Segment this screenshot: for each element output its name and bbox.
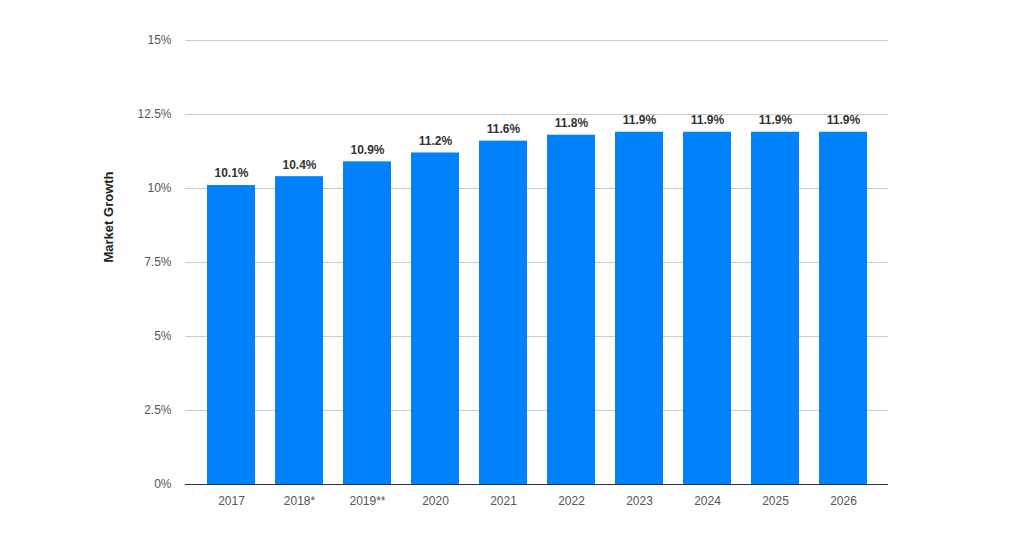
svg-text:12.5%: 12.5% bbox=[137, 107, 171, 121]
svg-text:2024: 2024 bbox=[694, 494, 721, 508]
svg-text:15%: 15% bbox=[147, 33, 171, 47]
svg-text:2017: 2017 bbox=[218, 494, 245, 508]
svg-text:2025: 2025 bbox=[762, 494, 789, 508]
svg-text:11.2%: 11.2% bbox=[419, 134, 453, 148]
svg-text:5%: 5% bbox=[154, 329, 172, 343]
svg-text:2019**: 2019** bbox=[349, 494, 385, 508]
svg-text:2.5%: 2.5% bbox=[144, 403, 172, 417]
svg-text:2022: 2022 bbox=[558, 494, 585, 508]
svg-text:11.6%: 11.6% bbox=[487, 122, 521, 136]
svg-text:11.9%: 11.9% bbox=[827, 113, 861, 127]
svg-text:10.9%: 10.9% bbox=[350, 143, 384, 157]
svg-text:2026: 2026 bbox=[830, 494, 857, 508]
svg-text:11.8%: 11.8% bbox=[555, 116, 589, 130]
svg-text:10.1%: 10.1% bbox=[214, 166, 248, 180]
svg-text:2018*: 2018* bbox=[284, 494, 316, 508]
svg-text:0%: 0% bbox=[154, 477, 172, 491]
svg-text:Market Growth: Market Growth bbox=[101, 171, 116, 262]
svg-text:2021: 2021 bbox=[490, 494, 517, 508]
svg-text:7.5%: 7.5% bbox=[144, 255, 172, 269]
svg-text:2020: 2020 bbox=[422, 494, 449, 508]
svg-text:11.9%: 11.9% bbox=[691, 113, 725, 127]
svg-text:11.9%: 11.9% bbox=[623, 113, 657, 127]
svg-text:10%: 10% bbox=[147, 181, 171, 195]
svg-text:2023: 2023 bbox=[626, 494, 653, 508]
svg-text:10.4%: 10.4% bbox=[282, 158, 316, 172]
svg-text:11.9%: 11.9% bbox=[759, 113, 793, 127]
